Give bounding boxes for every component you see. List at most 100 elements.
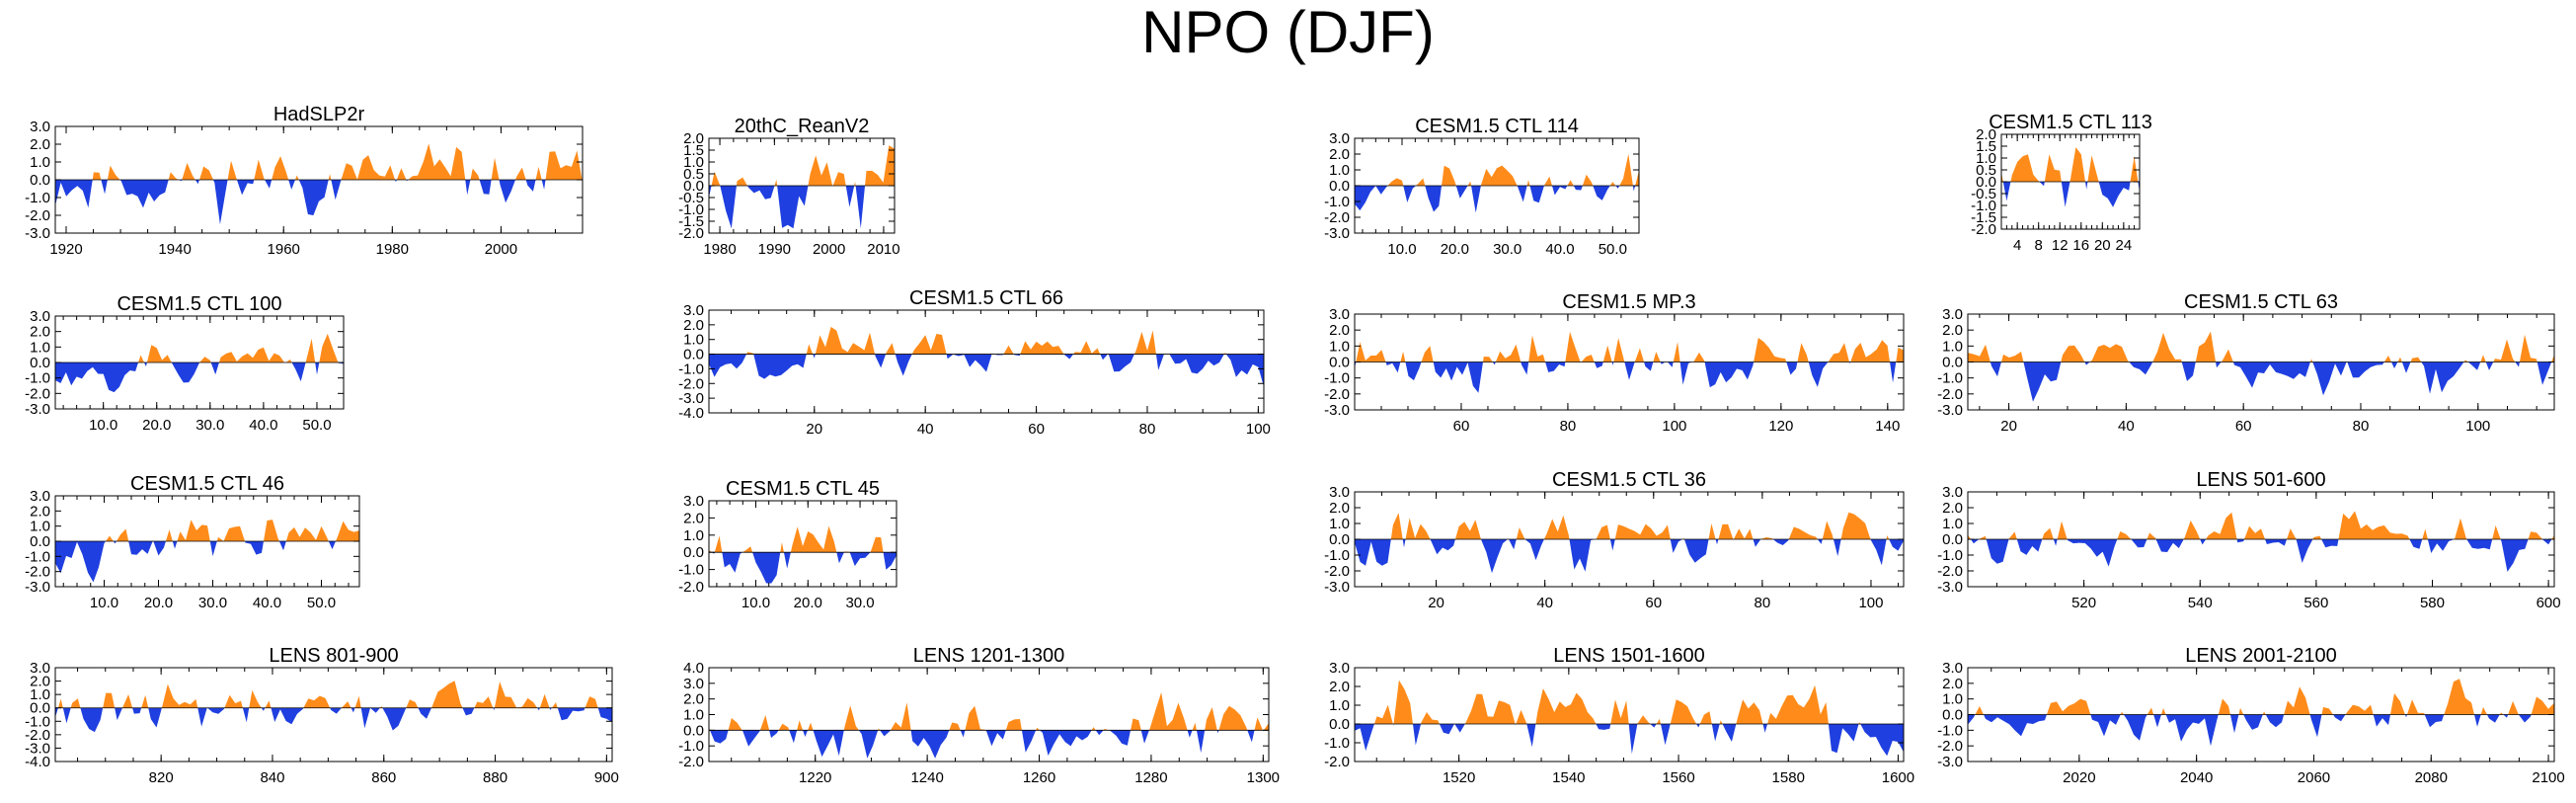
x-tick-label: 30.0 bbox=[1493, 241, 1522, 258]
x-tick-label: 1300 bbox=[1247, 769, 1280, 786]
x-tick-label: 120 bbox=[1768, 418, 1793, 435]
chart-title: LENS 1201-1300 bbox=[913, 645, 1064, 667]
y-tick-label: 3.0 bbox=[30, 119, 50, 135]
x-tick-label: 40.0 bbox=[253, 595, 281, 611]
y-tick-label: -1.0 bbox=[678, 738, 704, 755]
y-tick-label: -3.0 bbox=[1324, 225, 1350, 242]
x-tick-label: 10.0 bbox=[1387, 241, 1416, 258]
x-tick-label: 40 bbox=[1536, 595, 1553, 611]
chart-title: CESM1.5 CTL 100 bbox=[117, 293, 281, 315]
x-tick-label: 520 bbox=[2071, 595, 2096, 611]
x-tick-label: 60 bbox=[2235, 418, 2252, 435]
x-tick-label: 100 bbox=[1858, 595, 1883, 611]
y-tick-label: -3.0 bbox=[1937, 402, 1963, 419]
y-tick-label: 0.0 bbox=[1329, 531, 1350, 548]
x-tick-label: 60 bbox=[1645, 595, 1662, 611]
positive-area bbox=[709, 525, 897, 553]
negative-area bbox=[709, 354, 1264, 387]
negative-area bbox=[1968, 539, 2554, 572]
negative-area bbox=[1968, 361, 2554, 402]
y-tick-label: 2.0 bbox=[683, 510, 704, 526]
x-tick-label: 20.0 bbox=[1441, 241, 1469, 258]
y-tick-label: -1.0 bbox=[678, 361, 704, 377]
y-tick-label: -2.0 bbox=[678, 225, 704, 242]
y-tick-label: -1.0 bbox=[1937, 722, 1963, 739]
positive-area bbox=[55, 520, 359, 541]
x-tick-label: 1990 bbox=[758, 241, 791, 258]
page-title: NPO (DJF) bbox=[1141, 0, 1435, 65]
x-tick-label: 1540 bbox=[1552, 769, 1585, 786]
x-tick-label: 60 bbox=[1453, 418, 1470, 435]
y-tick-label: 0.0 bbox=[683, 722, 704, 739]
positive-area bbox=[55, 143, 583, 180]
x-tick-label: 20.0 bbox=[144, 595, 173, 611]
y-tick-label: 0.5 bbox=[1976, 162, 1996, 179]
positive-area bbox=[1355, 153, 1639, 186]
y-tick-label: 2.0 bbox=[1942, 676, 1963, 692]
y-tick-label: 0.5 bbox=[683, 166, 704, 183]
x-tick-label: 80 bbox=[1755, 595, 1771, 611]
y-tick-label: -1.0 bbox=[25, 713, 50, 730]
y-tick-label: 1.0 bbox=[1942, 516, 1963, 532]
y-tick-label: -2.0 bbox=[1324, 209, 1350, 226]
x-tick-label: 100 bbox=[1662, 418, 1686, 435]
y-tick-label: 0.0 bbox=[683, 347, 704, 363]
y-tick-label: 2.0 bbox=[1976, 126, 1996, 143]
chart-panel-5: 3.02.01.00.0-1.0-2.0-3.0 10.0 20.0 30.0 40.0… bbox=[25, 293, 345, 434]
x-tick-label: 1920 bbox=[49, 241, 82, 258]
y-tick-label: 2.0 bbox=[1942, 500, 1963, 517]
y-tick-label: -3.0 bbox=[1324, 579, 1350, 596]
y-tick-label: -2.0 bbox=[25, 727, 50, 744]
x-tick-label: 50.0 bbox=[1599, 241, 1627, 258]
positive-area bbox=[2001, 147, 2140, 182]
negative-area bbox=[2001, 182, 2140, 207]
x-tick-label: 1220 bbox=[799, 769, 831, 786]
x-tick-label: 600 bbox=[2537, 595, 2561, 611]
y-tick-label: 1.0 bbox=[683, 527, 704, 544]
y-tick-label: 1.5 bbox=[1976, 138, 1996, 155]
y-tick-label: -1.0 bbox=[1324, 735, 1350, 752]
x-tick-label: 60 bbox=[1028, 421, 1045, 438]
y-tick-label: 1.0 bbox=[1329, 162, 1350, 179]
chart-title: CESM1.5 MP.3 bbox=[1562, 291, 1695, 313]
y-tick-label: 2.0 bbox=[30, 503, 50, 520]
x-tick-label: 10.0 bbox=[90, 595, 118, 611]
y-tick-label: -1.0 bbox=[678, 201, 704, 218]
plot-frame bbox=[54, 667, 613, 763]
y-tick-label: 2.0 bbox=[30, 324, 50, 341]
y-tick-label: 1.0 bbox=[683, 707, 704, 724]
x-tick-label: 20 bbox=[2000, 418, 2017, 435]
y-tick-label: -1.0 bbox=[25, 190, 50, 206]
negative-area bbox=[1355, 186, 1639, 213]
y-tick-label: 2.0 bbox=[30, 136, 50, 153]
y-tick-label: -4.0 bbox=[678, 405, 704, 422]
x-tick-label: 10.0 bbox=[89, 417, 117, 434]
x-tick-label: 30.0 bbox=[195, 417, 224, 434]
chart-title: CESM1.5 CTL 46 bbox=[130, 473, 284, 495]
x-tick-label: 2040 bbox=[2180, 769, 2213, 786]
x-tick-label: 50.0 bbox=[302, 417, 331, 434]
y-tick-label: -1.0 bbox=[1937, 370, 1963, 387]
y-tick-label: -1.0 bbox=[1324, 194, 1350, 210]
y-tick-label: 2.0 bbox=[683, 130, 704, 147]
positive-area bbox=[1355, 512, 1904, 539]
positive-area bbox=[709, 145, 895, 186]
y-tick-label: 1.0 bbox=[1329, 697, 1350, 714]
y-tick-label: 1.0 bbox=[683, 332, 704, 349]
negative-area bbox=[1355, 539, 1904, 574]
x-tick-label: 20 bbox=[806, 421, 822, 438]
x-tick-label: 20 bbox=[1428, 595, 1444, 611]
y-tick-label: 3.0 bbox=[1329, 130, 1350, 147]
y-tick-label: 1.5 bbox=[683, 142, 704, 159]
y-tick-label: 3.0 bbox=[1329, 484, 1350, 501]
y-tick-label: -1.0 bbox=[1324, 370, 1350, 387]
chart-panel-10: 3.02.01.00.0-1.0-2.0 10.0 20.0 30.0 CESM1.5 … bbox=[678, 478, 898, 611]
negative-area bbox=[1355, 724, 1904, 757]
negative-area bbox=[1355, 361, 1904, 393]
x-tick-label: 580 bbox=[2420, 595, 2445, 611]
y-tick-label: 1.0 bbox=[30, 686, 50, 703]
y-tick-label: 0.0 bbox=[1942, 531, 1963, 548]
x-tick-label: 1580 bbox=[1772, 769, 1805, 786]
